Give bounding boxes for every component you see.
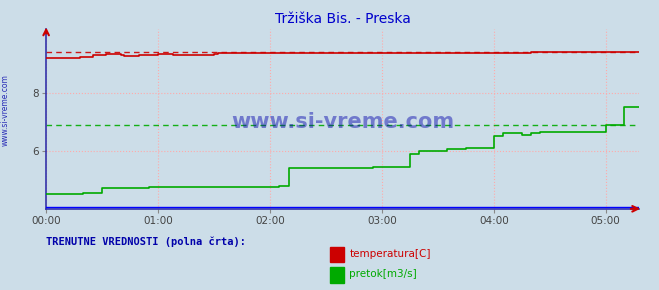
Text: www.si-vreme.com: www.si-vreme.com — [1, 74, 10, 146]
Text: pretok[m3/s]: pretok[m3/s] — [349, 269, 417, 279]
Text: TRENUTNE VREDNOSTI (polna črta):: TRENUTNE VREDNOSTI (polna črta): — [46, 236, 246, 247]
Title: Tržiška Bis. - Preska: Tržiška Bis. - Preska — [275, 12, 411, 26]
Text: temperatura[C]: temperatura[C] — [349, 249, 431, 259]
Text: www.si-vreme.com: www.si-vreme.com — [231, 113, 454, 133]
